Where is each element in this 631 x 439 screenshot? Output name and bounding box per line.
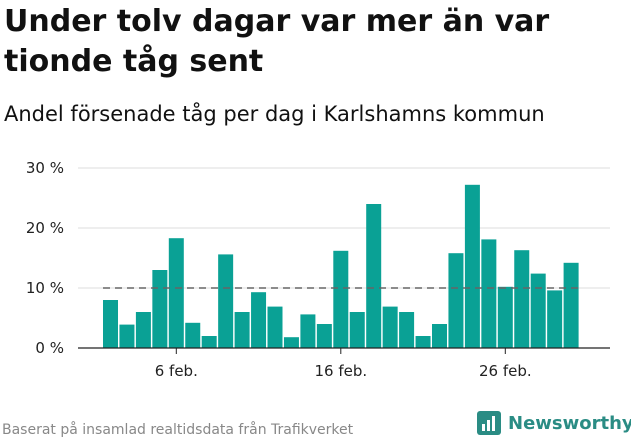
x-tick-label: 6 feb. bbox=[155, 362, 198, 380]
bar bbox=[530, 273, 546, 348]
bar bbox=[382, 306, 398, 348]
x-tick-label: 26 feb. bbox=[479, 362, 532, 380]
bar bbox=[218, 254, 234, 348]
bar bbox=[448, 253, 464, 348]
brand-name: Newsworthy bbox=[508, 412, 631, 434]
bar-chart: 0 % 10 % 20 % 30 % 6 feb. 16 feb. 26 feb. bbox=[26, 159, 610, 380]
y-tick-label: 0 % bbox=[35, 339, 64, 357]
bar bbox=[415, 336, 431, 348]
chart-bars bbox=[103, 184, 579, 348]
bar bbox=[103, 300, 118, 348]
bar bbox=[185, 322, 201, 348]
bar bbox=[481, 239, 497, 348]
bar bbox=[283, 337, 299, 348]
y-tick-label: 20 % bbox=[26, 219, 64, 237]
chart-subtitle: Andel försenade tåg per dag i Karlshamns… bbox=[4, 102, 545, 126]
bar bbox=[333, 250, 349, 348]
bar bbox=[563, 262, 579, 348]
newsworthy-icon bbox=[477, 411, 501, 435]
chart-title: Under tolv dagar var mer än var tionde t… bbox=[4, 4, 550, 79]
bar bbox=[251, 292, 267, 348]
y-tick-label: 30 % bbox=[26, 159, 64, 177]
bar bbox=[464, 184, 480, 348]
bar bbox=[267, 306, 283, 348]
bar bbox=[119, 324, 135, 348]
bar bbox=[399, 312, 415, 348]
bar bbox=[366, 204, 382, 348]
bar bbox=[547, 290, 563, 348]
brand-logo: Newsworthy bbox=[476, 408, 631, 438]
bar bbox=[514, 250, 530, 348]
bar bbox=[300, 314, 316, 348]
y-tick-label: 10 % bbox=[26, 279, 64, 297]
bar bbox=[168, 238, 184, 348]
bar bbox=[316, 324, 332, 348]
bar bbox=[201, 336, 217, 348]
x-ticks: 6 feb. 16 feb. 26 feb. bbox=[155, 348, 532, 380]
bar bbox=[152, 270, 168, 348]
x-tick-label: 16 feb. bbox=[314, 362, 367, 380]
bar bbox=[497, 286, 513, 348]
bar bbox=[349, 312, 365, 348]
bar bbox=[234, 312, 250, 348]
source-note: Baserat på insamlad realtidsdata från Tr… bbox=[2, 422, 354, 438]
bar bbox=[135, 312, 151, 348]
bar bbox=[432, 324, 447, 348]
